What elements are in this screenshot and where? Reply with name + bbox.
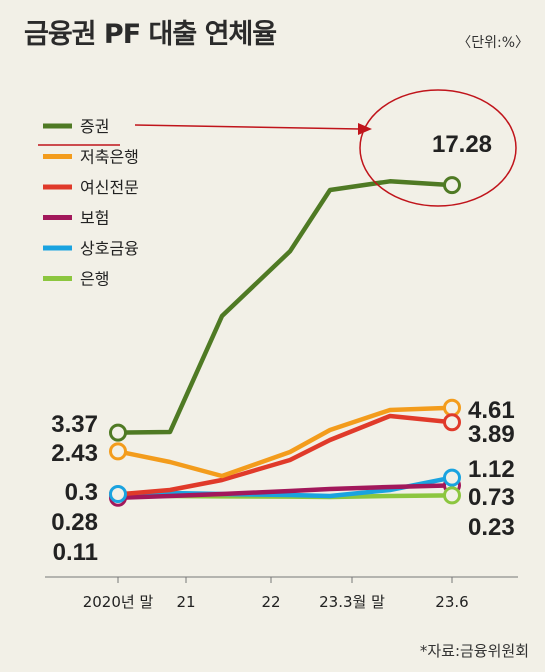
end-marker: [443, 176, 461, 195]
annotation-arrowhead: [358, 123, 372, 135]
data-label-start: 0.3: [65, 479, 98, 506]
source-note: *자료:금융위원회: [419, 642, 529, 660]
data-label-start: 2.43: [51, 440, 98, 467]
data-label-start: 0.11: [53, 539, 98, 566]
x-tick-label: 23.3월 말: [319, 593, 385, 611]
data-label-end: 0.23: [468, 514, 515, 541]
series-line-저축은행: [115, 405, 455, 479]
data-label-end: 3.89: [468, 421, 515, 448]
legend-label: 상호금융: [80, 239, 139, 258]
x-tick-label: 23.6: [435, 593, 468, 611]
annotation-arrow-line: [134, 124, 361, 130]
series-line-증권: [115, 179, 455, 435]
series-line-여신전문: [115, 413, 455, 497]
legend-label: 보험: [80, 209, 109, 228]
end-marker: [443, 413, 461, 432]
start-marker: [109, 442, 127, 461]
x-tick-label: 21: [176, 593, 195, 611]
legend-label: 은행: [80, 270, 109, 289]
x-tick-label: 2020년 말: [83, 593, 154, 611]
legend-label: 저축은행: [80, 148, 139, 167]
data-label-end: 0.73: [468, 484, 515, 511]
series-line-보험: [115, 483, 455, 501]
series-line-상호금융: [115, 475, 455, 499]
highlight-ellipse: [359, 89, 517, 207]
data-label-start: 0.28: [51, 509, 98, 536]
legend-label: 여신전문: [80, 178, 139, 197]
unit-label: 〈단위:%〉: [457, 35, 529, 51]
end-marker: [443, 486, 461, 505]
x-tick-label: 22: [261, 593, 280, 611]
data-label-end: 1.12: [468, 456, 515, 483]
chart-title: 금융권 PF 대출 연체율: [24, 19, 277, 50]
data-label-end: 4.61: [468, 397, 515, 424]
data-label-end-securities: 17.28: [432, 131, 492, 158]
start-marker: [109, 423, 127, 442]
end-marker: [443, 468, 461, 487]
data-label-start: 3.37: [51, 411, 98, 438]
end-marker: [443, 398, 461, 417]
start-marker: [109, 485, 127, 503]
legend-label: 증권: [80, 117, 109, 136]
